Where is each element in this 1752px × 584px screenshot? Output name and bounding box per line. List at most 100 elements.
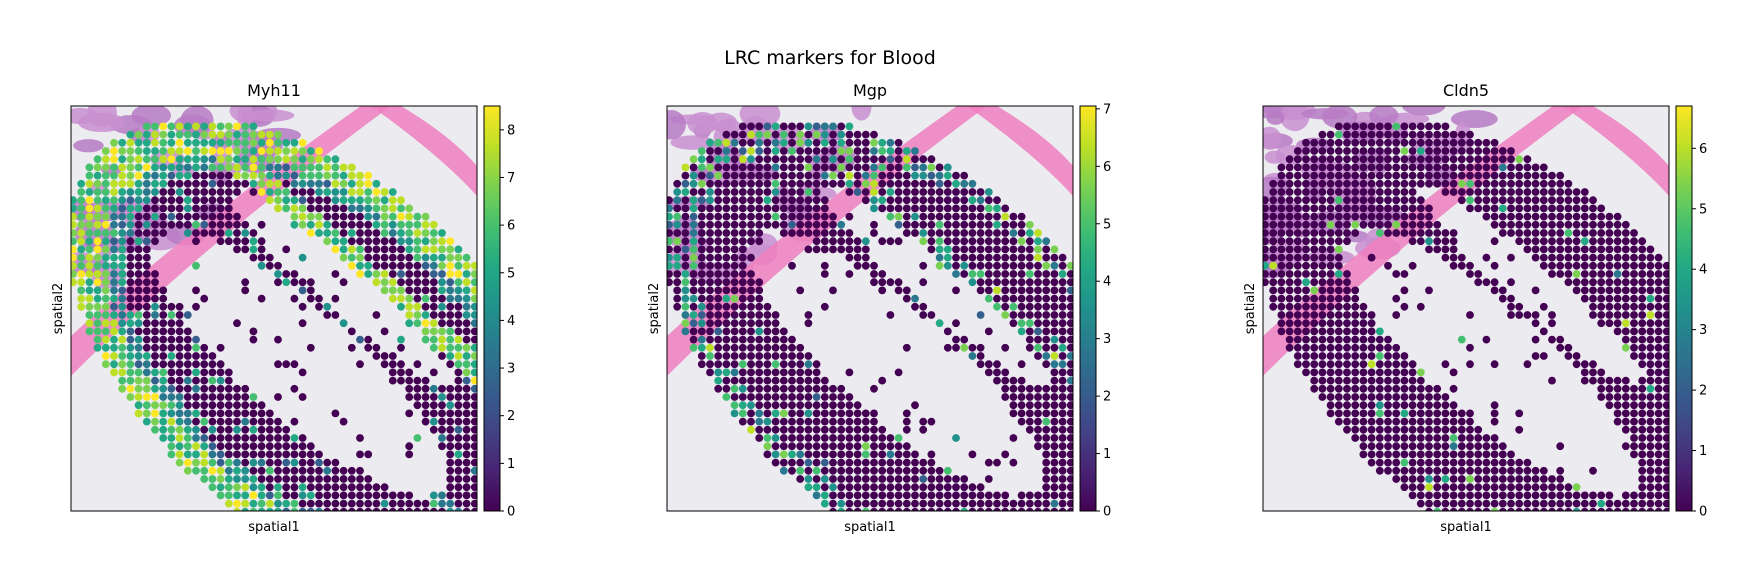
spot — [952, 229, 960, 237]
spot — [167, 450, 176, 459]
spot — [1310, 352, 1319, 360]
spot — [151, 409, 159, 418]
spot — [364, 450, 373, 459]
spot — [1066, 442, 1073, 451]
spot — [1416, 212, 1425, 221]
spot — [706, 343, 714, 352]
spot — [1441, 409, 1450, 418]
spot — [1638, 294, 1647, 303]
spot — [249, 483, 258, 492]
spot — [1017, 270, 1026, 278]
spot — [1589, 212, 1597, 221]
spot — [1050, 425, 1059, 434]
spot — [118, 327, 127, 336]
spot — [1318, 393, 1327, 401]
spot — [911, 196, 919, 205]
spot — [93, 163, 102, 172]
spot — [446, 434, 455, 442]
spot — [1277, 245, 1286, 254]
spot — [241, 442, 250, 451]
spot — [1009, 278, 1018, 287]
spot — [853, 261, 862, 270]
spot — [1515, 466, 1524, 475]
spot — [1416, 491, 1425, 500]
spot — [812, 491, 821, 500]
spot — [192, 425, 200, 434]
spot — [364, 229, 373, 237]
spot — [323, 220, 332, 229]
spot — [1654, 376, 1663, 385]
spot — [462, 425, 471, 434]
spot — [722, 270, 731, 278]
spot — [1515, 204, 1524, 213]
spot — [290, 188, 299, 196]
spot — [1572, 507, 1581, 511]
spot — [1042, 245, 1051, 254]
spot — [1539, 352, 1548, 360]
spot — [1042, 278, 1051, 287]
spot — [878, 138, 887, 147]
spot — [159, 335, 168, 344]
spot — [257, 253, 266, 262]
spot — [110, 327, 118, 336]
spot — [755, 229, 764, 237]
spot — [1058, 368, 1067, 377]
spot — [845, 450, 854, 459]
spot — [1334, 327, 1343, 336]
spot — [380, 270, 389, 278]
spot — [151, 278, 159, 287]
spot — [1017, 393, 1026, 401]
spot — [208, 196, 217, 205]
spot — [886, 450, 895, 459]
spot — [1359, 179, 1368, 188]
spot — [829, 220, 837, 229]
spot — [1359, 376, 1368, 385]
spot — [1375, 155, 1384, 164]
spot — [1367, 360, 1376, 369]
spot — [1638, 327, 1647, 336]
spot — [1009, 499, 1018, 508]
spot — [722, 393, 731, 401]
spot — [878, 171, 887, 180]
spot — [331, 475, 340, 483]
spot — [216, 130, 225, 139]
spot — [1293, 155, 1302, 164]
spot — [1630, 335, 1638, 344]
spot — [1017, 319, 1026, 328]
spot — [829, 171, 837, 180]
spot — [429, 261, 438, 270]
spot — [1001, 229, 1010, 237]
spot — [446, 319, 455, 328]
spot — [927, 491, 936, 500]
spot — [681, 171, 690, 180]
spot — [1621, 499, 1630, 508]
spot — [290, 491, 299, 500]
spot — [1498, 204, 1507, 213]
spot — [298, 163, 307, 172]
spot — [796, 130, 805, 139]
spot — [1433, 237, 1442, 246]
spot — [1310, 319, 1319, 328]
spot — [1025, 384, 1034, 393]
spot — [1474, 188, 1483, 196]
spot — [1441, 434, 1450, 442]
spot — [1367, 311, 1376, 319]
spot — [1326, 278, 1335, 287]
spot — [77, 179, 86, 188]
spot — [943, 483, 952, 492]
spot — [902, 294, 911, 303]
spot — [706, 253, 714, 262]
spot — [1449, 450, 1458, 459]
spot — [1285, 220, 1294, 229]
spot — [1425, 163, 1433, 172]
spot — [1066, 270, 1073, 278]
spot — [779, 122, 788, 131]
spot — [1326, 188, 1335, 196]
spot — [356, 245, 364, 254]
spot — [446, 311, 455, 319]
spot — [1416, 220, 1425, 229]
spot — [380, 212, 389, 221]
spot — [470, 442, 477, 451]
spot — [413, 212, 422, 221]
